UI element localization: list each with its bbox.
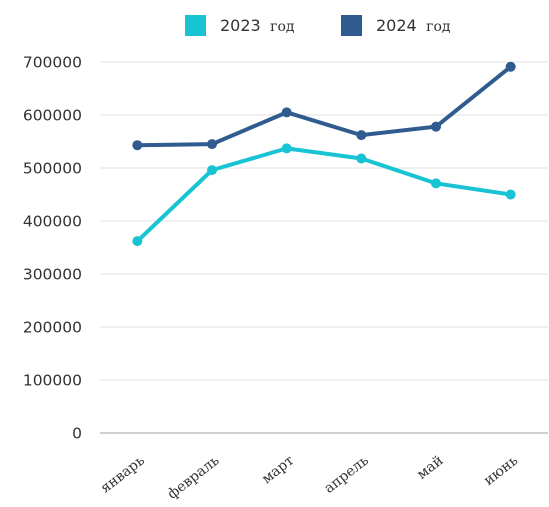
data-point-2024 [132, 140, 143, 151]
y-tick-label: 300000 [23, 266, 82, 284]
data-point-2024 [431, 121, 441, 132]
y-tick-label: 100000 [23, 372, 82, 390]
legend-swatch-2024 [341, 15, 362, 36]
x-tick-label: апрель [321, 452, 372, 497]
y-tick-label: 0 [72, 425, 82, 443]
y-tick-label: 700000 [23, 54, 82, 72]
y-axis-tick-labels: 0 100000 200000 300000 400000 500000 600000 700… [23, 54, 82, 443]
y-tick-label: 400000 [23, 213, 82, 231]
data-point-2023 [132, 236, 143, 247]
data-point-2023 [505, 189, 516, 200]
data-point-2023 [281, 143, 292, 154]
series-line-2024 [135, 64, 513, 148]
x-axis-tick-labels: январь февраль март апрель май июнь [98, 452, 522, 502]
data-point-2024 [207, 139, 217, 150]
gridlines [100, 61, 548, 434]
data-point-2024 [281, 107, 292, 118]
y-tick-label: 200000 [23, 319, 82, 337]
data-point-2024 [505, 61, 516, 72]
y-tick-label: 600000 [23, 107, 82, 125]
series-line-2023 [135, 146, 513, 244]
series-group [132, 61, 516, 247]
legend-item-2024: 2024 год [341, 15, 451, 36]
data-point-2023 [431, 178, 441, 189]
x-tick-label: март [259, 452, 297, 487]
legend-label-2023: 2023 год [220, 16, 295, 35]
legend-item-2023: 2023 год [185, 15, 295, 36]
legend-swatch-2023 [185, 15, 206, 36]
x-tick-label: январь [98, 452, 148, 496]
x-tick-label: июнь [481, 452, 521, 489]
data-point-2023 [207, 165, 217, 176]
data-point-2024 [356, 130, 367, 141]
x-tick-label: февраль [165, 452, 223, 502]
x-tick-label: май [414, 453, 446, 483]
legend-label-2024: 2024 год [376, 16, 451, 35]
y-tick-label: 500000 [23, 160, 82, 178]
legend: 2023 год 2024 год [185, 15, 451, 36]
data-point-2023 [356, 153, 367, 164]
